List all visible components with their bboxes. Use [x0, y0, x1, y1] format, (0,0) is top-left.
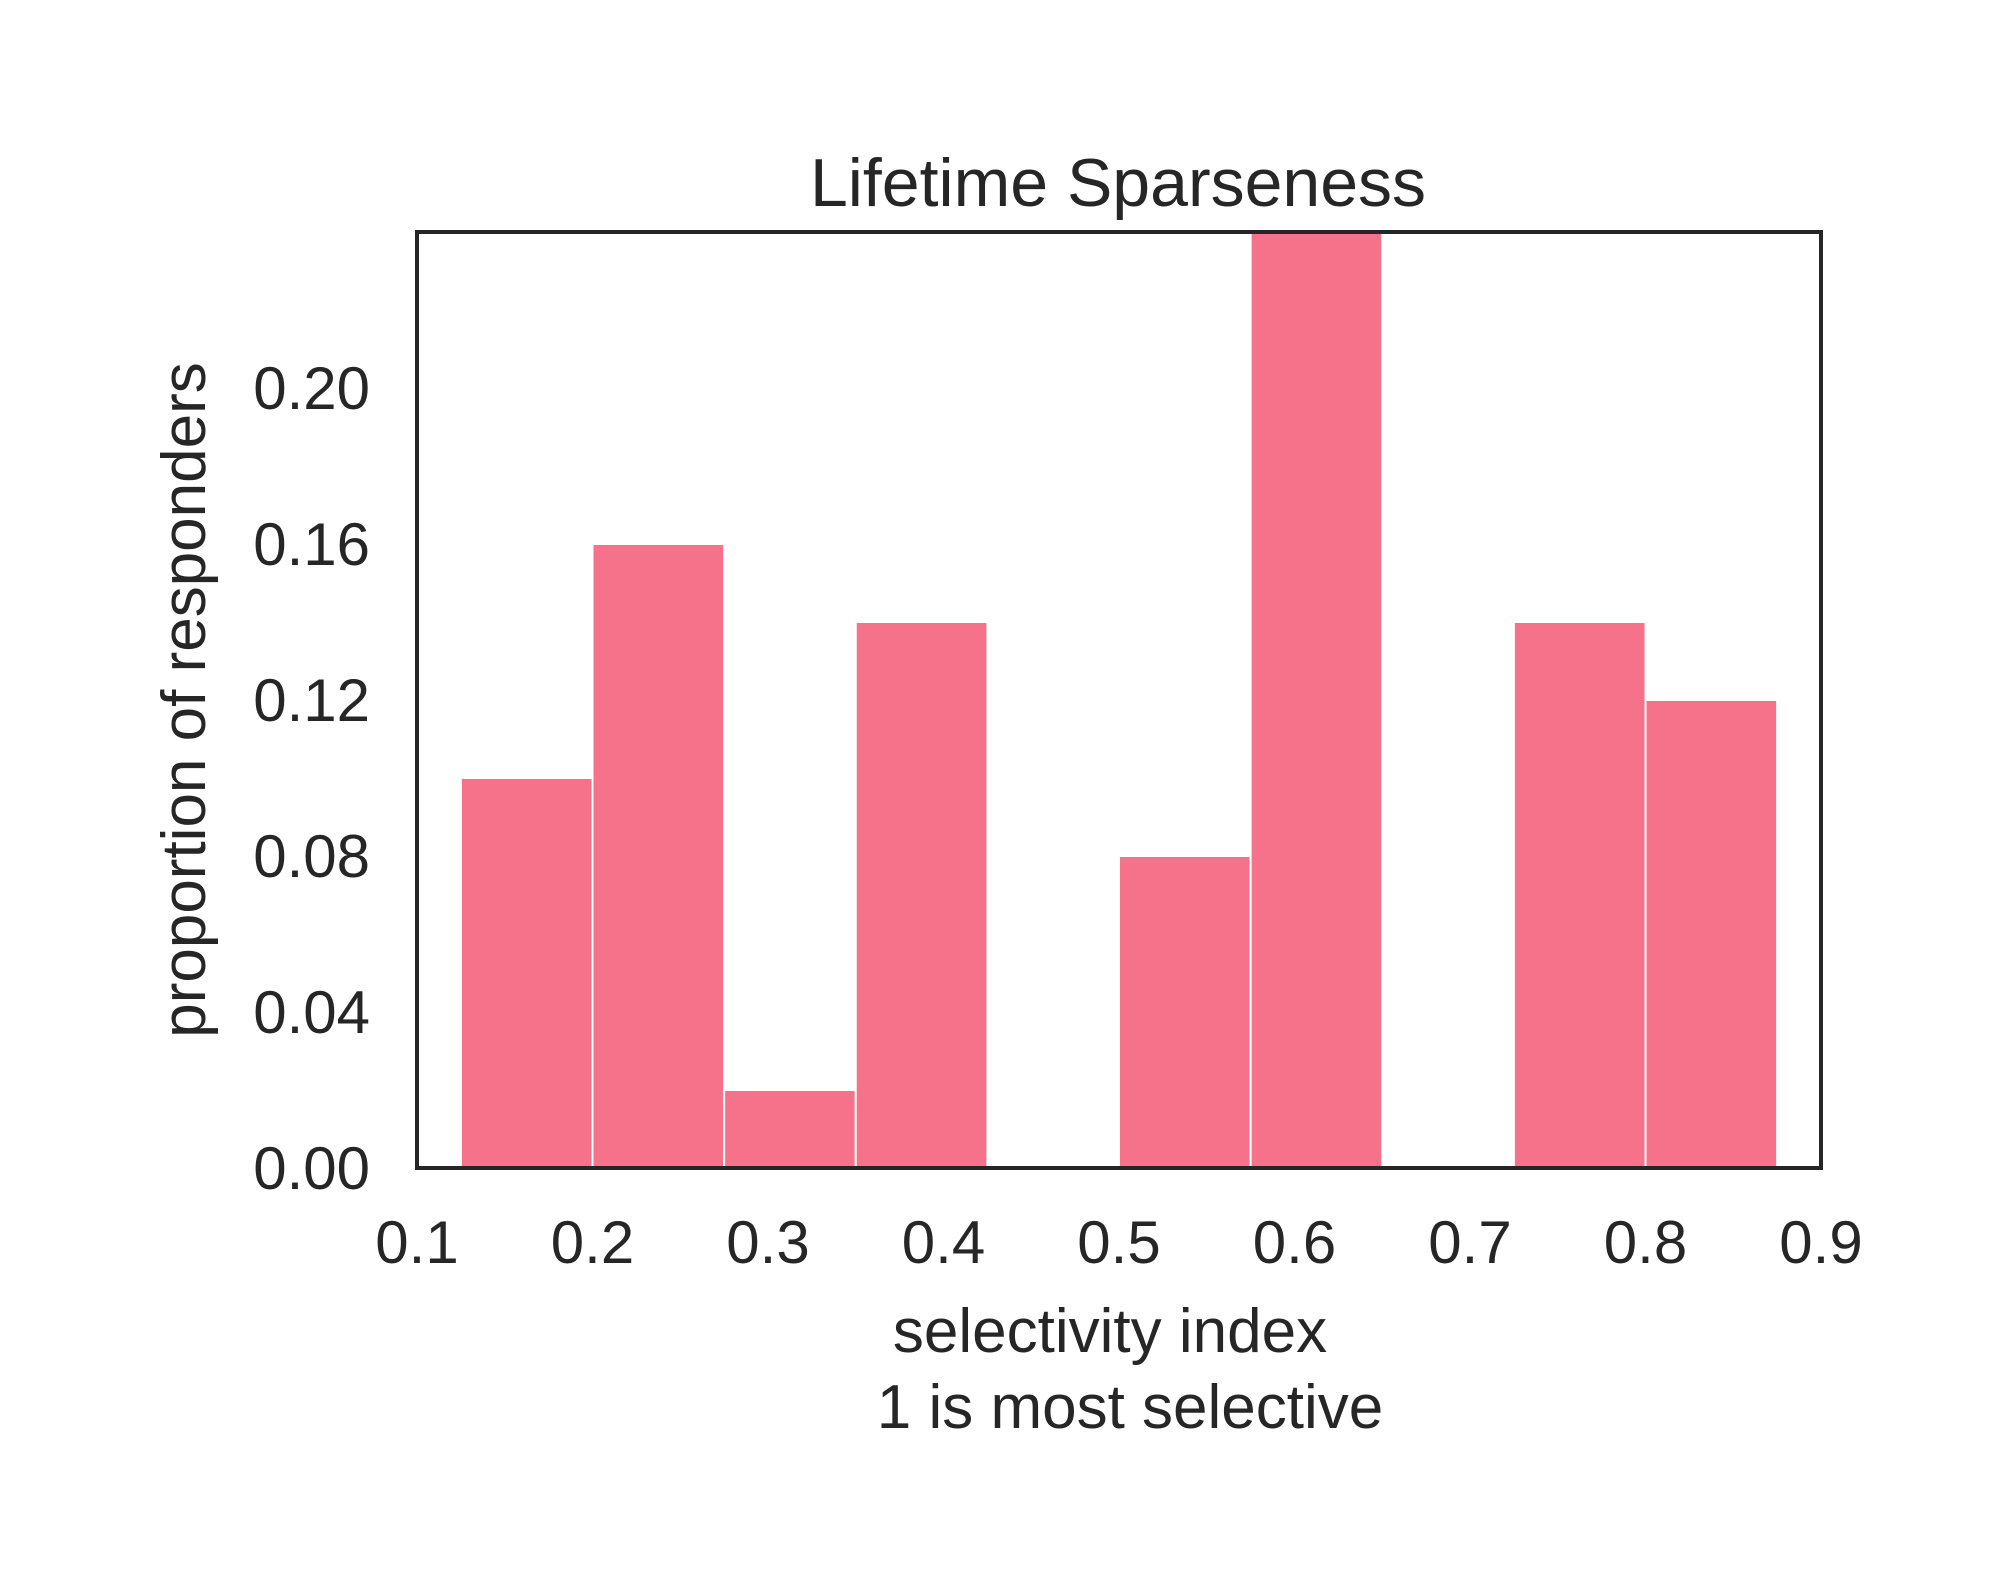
histogram-bar [1644, 699, 1779, 1169]
x-tick-label: 0.4 [902, 1209, 985, 1276]
plot-frame [415, 230, 1823, 1170]
y-tick-label: 0.12 [253, 667, 370, 734]
y-tick-label: 0.20 [253, 355, 370, 422]
x-axis-label-line2: 1 is most selective [877, 1373, 1384, 1442]
y-tick-label: 0.04 [253, 979, 370, 1046]
histogram-bar [854, 621, 989, 1169]
bars-group [459, 231, 1779, 1169]
y-axis-label: proportion of responders [150, 362, 219, 1038]
x-axis-label: selectivity index [893, 1297, 1327, 1366]
x-tick-label: 0.5 [1077, 1209, 1160, 1276]
histogram-bar [723, 1089, 857, 1169]
y-tick-label: 0.08 [253, 823, 370, 890]
y-tick-label: 0.00 [253, 1135, 370, 1202]
chart-title: Lifetime Sparseness [810, 145, 1426, 221]
x-tick-label: 0.2 [551, 1209, 634, 1276]
x-tick-label: 0.7 [1428, 1209, 1511, 1276]
y-tick-labels: 0.00 0.04 0.08 0.12 0.16 0.20 [253, 355, 370, 1202]
x-tick-label: 0.3 [726, 1209, 809, 1276]
x-tick-label: 0.8 [1604, 1209, 1687, 1276]
histogram-bar [1118, 855, 1252, 1169]
histogram-bar [1512, 621, 1647, 1169]
histogram-bar [1249, 231, 1384, 1169]
histogram-bar [591, 543, 726, 1169]
x-tick-label: 0.1 [375, 1209, 458, 1276]
x-tick-label: 0.9 [1779, 1209, 1862, 1276]
y-tick-label: 0.16 [253, 511, 370, 578]
x-tick-label: 0.6 [1253, 1209, 1336, 1276]
histogram-bar [459, 777, 594, 1169]
x-tick-labels: 0.1 0.2 0.3 0.4 0.5 0.6 0.7 0.8 0.9 [375, 1209, 1862, 1276]
